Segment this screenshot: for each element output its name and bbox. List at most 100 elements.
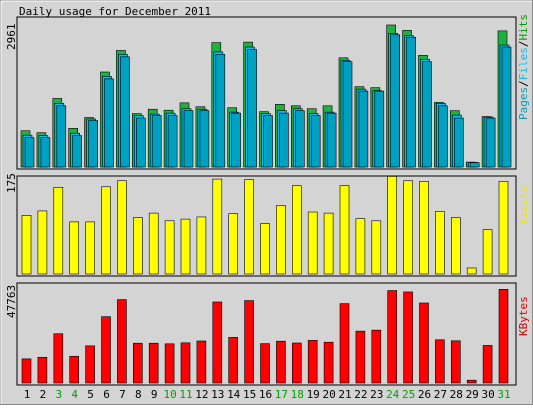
pages-bar-day-1: [24, 137, 35, 168]
kbytes-bar-day-29: [466, 379, 477, 384]
visits-bar-day-17: [276, 205, 286, 275]
pages-bar-day-11: [183, 110, 194, 168]
x-tick-label-day-10: 10: [163, 388, 176, 401]
kbytes-bar-day-8: [133, 342, 143, 384]
x-tick-label-day-2: 2: [40, 388, 47, 401]
visits-bar-day-8: [133, 217, 143, 275]
x-tick-label-day-4: 4: [71, 388, 78, 401]
kbytes-legend-label: KBytes: [517, 296, 530, 336]
pages-bar-day-22: [358, 90, 369, 168]
kbytes-bar-day-19: [307, 340, 318, 384]
x-tick-label-day-30: 30: [481, 388, 494, 401]
pages-bar-day-20: [326, 112, 337, 168]
pages-bar-day-12: [199, 110, 210, 168]
visits-bar-day-2: [37, 210, 48, 275]
visits-bar-day-5: [85, 221, 95, 275]
visits-bar-day-13: [212, 178, 223, 275]
visits-bar-day-11: [180, 218, 191, 275]
visits-bar-day-7: [117, 180, 127, 275]
visits-bar-day-21: [339, 185, 350, 275]
x-tick-label-day-15: 15: [243, 388, 256, 401]
kbytes-bar-day-27: [435, 339, 445, 384]
x-tick-label-day-20: 20: [322, 388, 335, 401]
pages-bar-day-9: [151, 115, 162, 168]
top-legend-label: Pages/Files/Hits: [517, 14, 530, 120]
x-tick-label-day-22: 22: [354, 388, 367, 401]
kbytes-bar-day-28: [450, 340, 461, 384]
pages-bar-day-6: [104, 78, 114, 168]
kbytes-bar-day-5: [85, 345, 95, 384]
pages-bar-day-8: [136, 117, 146, 168]
kbytes-bar-day-21: [339, 303, 350, 384]
pages-bar-day-26: [422, 61, 432, 168]
kbytes-bar-day-14: [228, 337, 238, 384]
kbytes-bar-day-23: [371, 329, 382, 384]
x-tick-label-day-26: 26: [418, 388, 431, 401]
kbytes-bar-day-25: [403, 291, 413, 384]
x-tick-label-day-18: 18: [291, 388, 304, 401]
x-tick-label-day-24: 24: [386, 388, 400, 401]
kbytes-bar-day-11: [180, 342, 191, 384]
visits-bar-day-27: [435, 211, 445, 275]
visits-bar-day-9: [148, 212, 159, 275]
x-tick-label-day-17: 17: [275, 388, 288, 401]
middle-y-max-label: 175: [5, 173, 18, 193]
visits-bar-day-3: [53, 187, 64, 275]
x-axis-labels: 1 2 3 4 5 6 7 8 9 10 11 12 13 14 15 16 17 18 19 20 21 22 23 24 2…: [24, 388, 511, 401]
pages-bar-day-30: [485, 117, 496, 168]
visits-bar-day-31: [498, 180, 509, 275]
visits-bar-day-19: [307, 211, 318, 275]
x-tick-label-day-3: 3: [55, 388, 62, 401]
x-tick-label-day-23: 23: [370, 388, 383, 401]
visits-bar-day-28: [450, 217, 461, 275]
pages-bar-day-23: [374, 90, 385, 168]
kbytes-bar-day-24: [387, 290, 398, 384]
x-tick-label-day-25: 25: [402, 388, 415, 401]
x-tick-label-day-31: 31: [497, 388, 510, 401]
x-tick-label-day-12: 12: [195, 388, 208, 401]
x-tick-label-day-21: 21: [338, 388, 351, 401]
visits-bar-day-4: [69, 221, 79, 275]
visits-bar-day-29: [466, 267, 477, 275]
pages-bar-day-15: [247, 49, 257, 168]
pages-bar-day-27: [438, 105, 448, 168]
pages-bar-day-25: [406, 36, 416, 168]
legend-part-0: Visits: [517, 185, 530, 225]
pages-bar-day-16: [263, 115, 273, 168]
legend-part-2: Files: [517, 47, 530, 80]
legend-part-4: Hits: [517, 14, 530, 41]
x-tick-label-day-1: 1: [24, 388, 31, 401]
chart-marks: [20, 24, 512, 384]
kbytes-bar-day-4: [69, 355, 79, 384]
kbytes-bar-day-18: [291, 342, 302, 384]
legend-part-0: KBytes: [517, 296, 530, 336]
x-tick-label-day-8: 8: [135, 388, 142, 401]
kbytes-bar-day-13: [212, 301, 223, 384]
visits-bar-day-30: [482, 229, 493, 275]
visits-bar-day-22: [355, 218, 366, 275]
pages-bar-day-28: [453, 117, 464, 168]
visits-bar-day-10: [164, 220, 175, 275]
x-tick-label-day-9: 9: [151, 388, 158, 401]
pages-bar-day-29: [469, 162, 480, 168]
visits-bar-day-18: [291, 185, 302, 275]
kbytes-bar-day-16: [260, 343, 270, 384]
kbytes-bar-day-6: [101, 316, 111, 384]
kbytes-bar-day-3: [53, 333, 64, 384]
kbytes-bar-day-17: [276, 340, 286, 384]
pages-bar-day-24: [390, 34, 401, 168]
kbytes-bar-day-30: [482, 345, 493, 384]
visits-bar-day-20: [323, 212, 334, 275]
visits-bar-day-26: [419, 180, 429, 275]
x-tick-label-day-5: 5: [87, 388, 94, 401]
x-tick-label-day-13: 13: [211, 388, 224, 401]
visits-bar-day-23: [371, 220, 382, 275]
kbytes-bar-day-7: [117, 299, 127, 384]
pages-bar-day-17: [279, 112, 289, 168]
legend-part-3: /: [517, 41, 530, 48]
visits-bar-day-12: [196, 216, 207, 275]
x-tick-label-day-7: 7: [119, 388, 126, 401]
chart-title: Daily usage for December 2011: [19, 5, 211, 18]
